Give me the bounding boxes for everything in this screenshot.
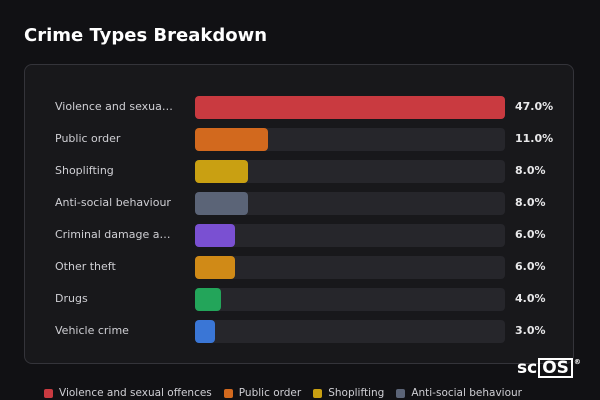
legend-label: Anti-social behaviour (411, 387, 522, 399)
legend: Violence and sexual offences Public order… (44, 386, 564, 400)
bar (195, 127, 268, 151)
chart-title: Crime Types Breakdown (24, 25, 268, 46)
value-label: 3.0% (515, 324, 546, 337)
bar (195, 191, 248, 215)
value-label: 8.0% (515, 196, 546, 209)
legend-label: Shoplifting (328, 387, 385, 399)
category-label: Other theft (55, 260, 116, 273)
category-label: Anti-social behaviour (55, 196, 171, 209)
bar-track (195, 191, 505, 215)
legend-swatch (313, 388, 323, 398)
logo-mark: ® (573, 358, 581, 366)
legend-item: Violence and sexual offences (44, 386, 212, 400)
logo: sc OS ® (517, 358, 581, 378)
category-label: Vehicle crime (55, 324, 129, 337)
bar-track (195, 127, 505, 151)
legend-item: Public order (223, 386, 302, 400)
legend-label: Violence and sexual offences (59, 387, 212, 399)
value-label: 47.0% (515, 100, 554, 113)
bar-track (195, 159, 505, 183)
category-label: Violence and sexual offences (55, 100, 173, 113)
category-label: Shoplifting (55, 164, 114, 177)
legend-swatch (396, 388, 406, 398)
bar (195, 223, 235, 247)
category-label: Public order (55, 132, 121, 145)
value-label: 6.0% (515, 228, 546, 241)
legend-item: Anti-social behaviour (396, 386, 522, 400)
value-label: 6.0% (515, 260, 546, 273)
legend-swatch (223, 388, 233, 398)
logo-text: sc (517, 358, 538, 378)
category-label: Drugs (55, 292, 88, 305)
bar-track (195, 223, 505, 247)
legend-item: Shoplifting (313, 386, 384, 400)
legend-label: Public order (238, 387, 302, 399)
bar (195, 287, 222, 311)
value-label: 8.0% (515, 164, 546, 177)
logo-box: OS (538, 358, 573, 378)
bar-track (195, 255, 505, 279)
bar (195, 255, 235, 279)
bar (195, 319, 215, 343)
bar-track (195, 287, 505, 311)
category-label: Criminal damage and arson (55, 228, 173, 241)
legend-swatch (44, 388, 53, 398)
bar (195, 95, 505, 119)
bar (195, 159, 248, 183)
value-label: 4.0% (515, 292, 546, 305)
bar-track (195, 319, 505, 343)
value-label: 11.0% (515, 132, 554, 145)
